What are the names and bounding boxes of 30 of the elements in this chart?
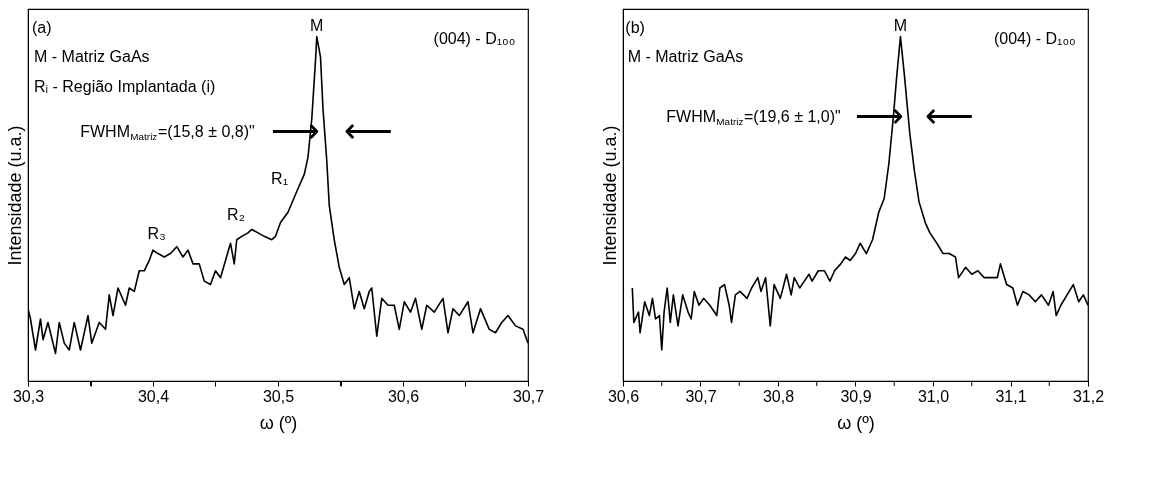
- text: (a): [32, 18, 52, 36]
- x-tick-label: 30,5: [262, 387, 295, 405]
- annotation: R₃: [147, 224, 166, 242]
- x-tick-label: 30,4: [137, 387, 170, 405]
- annotation: M - Matriz GaAs: [34, 48, 150, 66]
- x-tick-label: 30,6: [387, 387, 420, 405]
- x-tick-label: 31,0: [917, 387, 950, 405]
- x-tick-label: 31,2: [1072, 387, 1105, 405]
- annotation: M: [893, 16, 908, 34]
- annotation: (004) - D₁₀₀: [433, 29, 516, 47]
- annotation: ⟵: [925, 95, 975, 134]
- x-tick-label: 30,7: [512, 387, 545, 405]
- annotation: ⟵: [344, 110, 394, 149]
- y-axis-title: Intensidade (u.a.): [4, 125, 25, 266]
- x-tick-label: 30,8: [762, 387, 795, 405]
- annotation: R₁: [271, 170, 289, 187]
- annotation: Rᵢ - Região Implantada (i): [34, 78, 216, 96]
- x-axis-title: ω (º): [837, 412, 875, 433]
- annotation: M - Matriz GaAs: [627, 48, 744, 66]
- x-tick-label: 30,3: [12, 387, 45, 405]
- annotation: (004) - D₁₀₀: [993, 29, 1076, 47]
- annotation: M: [310, 16, 324, 34]
- y-axis-title: Intensidade (u.a.): [599, 125, 620, 266]
- annotation: R₂: [227, 206, 245, 224]
- x-tick-label: 30,6: [607, 387, 640, 405]
- x-tick-label: 30,7: [685, 387, 717, 405]
- x-tick-label: 30,9: [840, 387, 872, 405]
- text: (b): [625, 18, 645, 36]
- x-axis-title: ω (º): [259, 412, 298, 433]
- x-tick-label: 31,1: [995, 387, 1027, 405]
